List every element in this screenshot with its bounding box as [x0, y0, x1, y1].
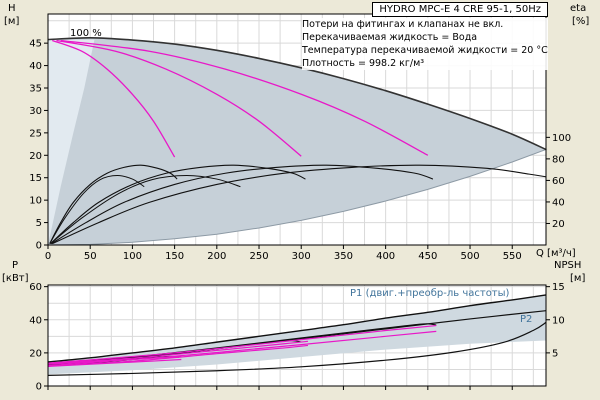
y-tick-label-right: 40 [552, 197, 565, 208]
y-tick-label-right: 60 [552, 176, 565, 187]
y-tick-label-left: 45 [29, 39, 42, 50]
efficiency-4-pumps-curve [51, 164, 547, 245]
speed-100-label: 100 % [70, 28, 102, 39]
p-axis-label: P [12, 260, 19, 271]
p2-curve-label: P2 [520, 314, 533, 325]
efficiency-reduced-a-curve [49, 174, 145, 244]
x-tick-label: 250 [249, 251, 268, 262]
x-tick-label: 200 [207, 251, 226, 262]
p1-curve-label: P1 (двиг.+преобр-ль частоты) [350, 288, 510, 299]
y-tick-label-right: 5 [552, 348, 558, 359]
npsh-curve [47, 321, 547, 377]
y-tick-label-left: 15 [29, 173, 42, 184]
info-line-1: Потери на фитингах и клапанах не вкл. [302, 19, 504, 30]
eta-axis-unit: [%] [572, 16, 590, 27]
p-magenta-2a-curve [47, 340, 309, 365]
x-tick-label: 300 [292, 251, 311, 262]
y-tick-label-left: 30 [29, 106, 42, 117]
y-tick-label-left: 60 [29, 282, 42, 293]
info-line-2: Перекачиваемая жидкость = Вода [302, 32, 478, 43]
q-axis-label: Q [м³/ч] [536, 248, 576, 259]
x-tick-label: 0 [45, 251, 51, 262]
x-tick-label: 500 [460, 251, 479, 262]
plot-frame [47, 284, 547, 387]
chart-info-block: Потери на фитингах и клапанах не вкл. Пе… [302, 18, 548, 70]
y-tick-label-right: 20 [552, 219, 565, 230]
y-tick-label-left: 20 [29, 348, 42, 359]
x-tick-label: 100 [123, 251, 142, 262]
p-axis-unit: [кВт] [2, 273, 29, 284]
info-line-4: Плотность = 998.2 кг/м³ [302, 58, 425, 69]
npsh-axis-unit: [м] [570, 273, 586, 284]
x-tick-label: 350 [334, 251, 353, 262]
y-tick-label-right: 10 [552, 315, 565, 326]
chart-title: HYDRO MPC-E 4 CRE 95-1, 50Hz [372, 2, 548, 17]
speed-curve-3-pumps-curve [60, 39, 429, 156]
eta-axis-label: eta [570, 3, 587, 14]
y-tick-label-left: 20 [29, 151, 42, 162]
y-tick-label-left: 25 [29, 128, 42, 139]
y-tick-label-right: 100 [552, 133, 571, 144]
low-speed-wedge [48, 39, 95, 246]
p-magenta-1b-curve [47, 358, 182, 368]
p1-total-curve [47, 294, 547, 363]
efficiency-reduced-b-curve [50, 174, 241, 245]
y-tick-label-left: 40 [29, 315, 42, 326]
plot-frame [47, 13, 547, 246]
y-tick-label-left: 0 [36, 241, 42, 252]
y-tick-label-left: 10 [29, 196, 42, 207]
speed-curve-1-pump-curve [51, 39, 176, 158]
speed-curve-2-pumps-curve [56, 39, 302, 157]
x-tick-label: 50 [84, 251, 97, 262]
y-tick-label-right: 80 [552, 154, 565, 165]
y-tick-label-left: 35 [29, 84, 42, 95]
y-tick-label-right: 15 [552, 282, 565, 293]
efficiency-3-pumps-curve [51, 164, 434, 245]
npsh-axis-label: NPSH [554, 260, 582, 271]
efficiency-2-pumps-curve [50, 164, 306, 245]
info-line-3: Температура перекачиваемой жидкости = 20… [302, 45, 548, 56]
x-tick-label: 400 [376, 251, 395, 262]
x-tick-label: 550 [503, 251, 522, 262]
p-magenta-3a-curve [47, 324, 437, 364]
p-magenta-1a-curve [47, 355, 182, 365]
y-tick-label-left: 5 [36, 218, 42, 229]
max-speed-4-pumps-curve [47, 36, 547, 151]
y-tick-label-left: 0 [36, 382, 42, 393]
x-tick-label: 150 [165, 251, 184, 262]
x-tick-label: 450 [418, 251, 437, 262]
efficiency-1-pump-curve [49, 164, 178, 244]
y-tick-label-left: 40 [29, 61, 42, 72]
h-axis-label: H [8, 3, 16, 14]
h-axis-unit: [м] [4, 16, 20, 27]
